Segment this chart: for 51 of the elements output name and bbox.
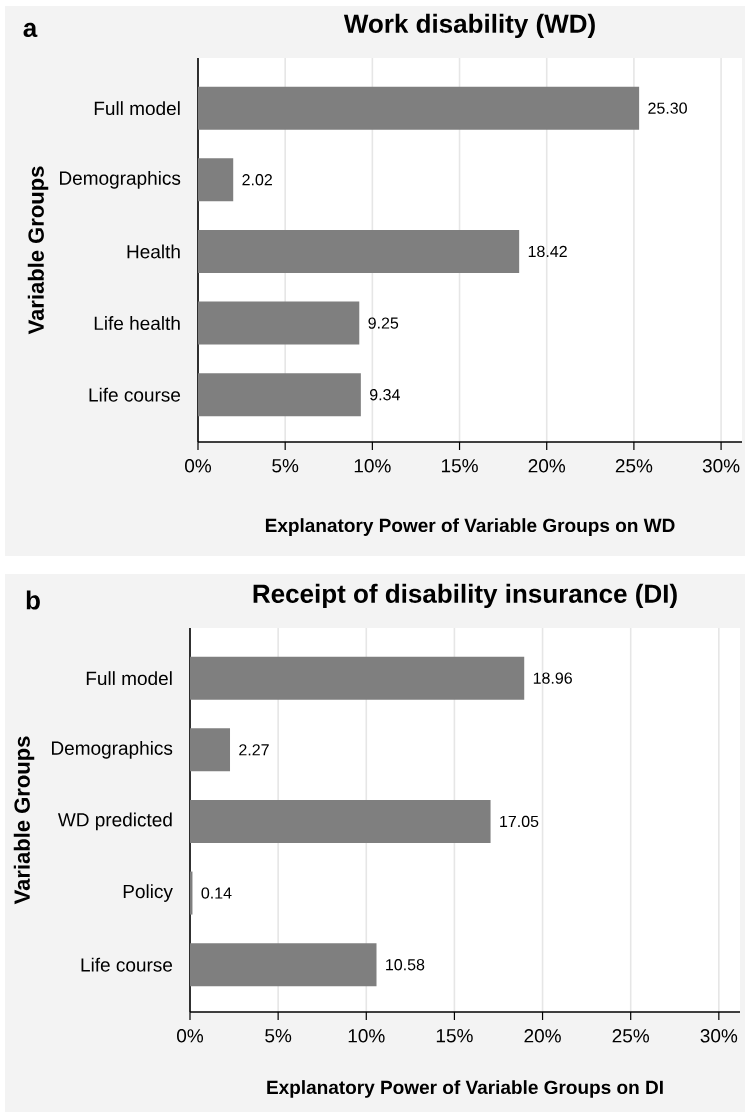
x-tick-label: 10% xyxy=(348,1029,385,1043)
y-tick-label: Health xyxy=(127,244,180,259)
data-label: 2.02 xyxy=(242,174,272,186)
x-tick-label: 0% xyxy=(177,1029,204,1043)
text: b xyxy=(26,590,40,610)
data-label: 9.34 xyxy=(370,389,400,401)
chart-title: Receipt of disability insurance (DI) xyxy=(253,583,677,609)
bar xyxy=(197,86,640,130)
y-tick-label: Life course xyxy=(81,957,173,972)
x-axis-title: Explanatory Power of Variable Groups on WD xyxy=(265,518,675,536)
x-tick-label: 20% xyxy=(524,1029,561,1043)
data-label: 18.42 xyxy=(528,245,567,258)
y-tick-label: Demographics xyxy=(52,740,173,759)
data-label: 9.25 xyxy=(368,317,399,329)
data-label: 2.27 xyxy=(239,744,269,756)
text: a xyxy=(23,22,38,38)
x-tick-label: 30% xyxy=(700,1029,738,1043)
data-label: 25.30 xyxy=(648,102,687,114)
x-tick-label: 30% xyxy=(702,459,740,473)
y-tick-label: Full model xyxy=(94,101,180,116)
bar xyxy=(197,301,360,345)
x-axis-title: Explanatory Power of Variable Groups on DI xyxy=(267,1080,663,1098)
x-tick-label: 10% xyxy=(354,459,391,473)
y-tick-label: Policy xyxy=(123,884,173,902)
x-tick-label: 20% xyxy=(528,459,566,473)
x-tick-label: 5% xyxy=(265,1029,292,1043)
bar xyxy=(197,373,361,417)
data-label: 10.58 xyxy=(386,959,425,971)
data-label: 0.14 xyxy=(201,887,232,899)
data-label: 17.05 xyxy=(500,815,539,828)
x-tick-label: 25% xyxy=(615,459,653,473)
y-tick-label: Life health xyxy=(94,316,180,331)
chart-title: Work disability (WD) xyxy=(343,13,595,39)
x-tick-label: 15% xyxy=(441,459,478,473)
y-tick-label: Demographics xyxy=(60,170,181,189)
bar xyxy=(190,943,377,987)
bar xyxy=(197,229,520,273)
bar xyxy=(190,799,491,843)
x-tick-label: 5% xyxy=(272,459,299,473)
x-tick-label: 25% xyxy=(612,1029,650,1043)
y-tick-label: Full model xyxy=(86,671,172,686)
data-label: 18.96 xyxy=(533,672,572,684)
y-tick-label: Life course xyxy=(89,387,181,402)
y-axis-title: Variable Groups xyxy=(27,166,49,335)
y-axis-title: Variable Groups xyxy=(13,736,35,905)
x-tick-label: 15% xyxy=(436,1029,473,1043)
x-tick-label: 0% xyxy=(185,459,212,473)
bar xyxy=(197,158,234,202)
bar xyxy=(190,728,231,772)
bar xyxy=(190,656,525,700)
y-tick-label: WD predicted xyxy=(57,812,172,831)
